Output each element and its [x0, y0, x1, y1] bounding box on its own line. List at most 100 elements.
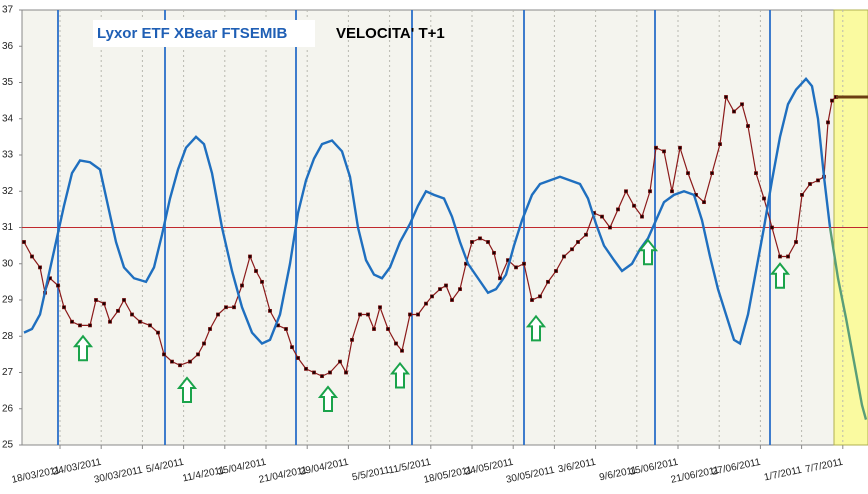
- y-tick-label: 29: [2, 295, 14, 306]
- data-point: [312, 370, 316, 375]
- data-point: [608, 225, 612, 230]
- signal-arrow: [769, 262, 791, 289]
- data-point: [178, 363, 182, 368]
- data-point: [148, 323, 152, 328]
- data-point: [640, 214, 644, 219]
- data-point: [648, 189, 652, 194]
- data-point: [170, 359, 174, 364]
- data-point: [554, 269, 558, 273]
- data-point: [470, 240, 474, 244]
- data-point: [94, 298, 98, 302]
- data-point: [400, 348, 404, 353]
- data-point: [358, 312, 362, 317]
- chart-subtitle: VELOCITA' T+1: [336, 25, 445, 42]
- data-point: [62, 305, 66, 310]
- data-point: [746, 124, 750, 128]
- data-point: [576, 240, 580, 244]
- signal-arrow: [317, 385, 339, 412]
- data-point: [56, 283, 60, 288]
- signal-arrow: [637, 238, 659, 266]
- data-point: [778, 254, 782, 259]
- series-line: [828, 227, 868, 420]
- y-tick-label: 25: [2, 440, 14, 451]
- data-point: [366, 312, 370, 317]
- data-point: [320, 374, 324, 379]
- data-point: [156, 330, 160, 335]
- data-point: [816, 178, 820, 183]
- signal-arrow: [525, 314, 547, 342]
- data-point: [444, 283, 448, 288]
- y-tick-label: 27: [2, 367, 14, 378]
- data-point: [304, 366, 308, 371]
- data-point: [232, 305, 236, 310]
- data-point: [344, 370, 348, 375]
- data-point: [378, 305, 382, 310]
- data-point: [794, 240, 798, 244]
- data-point: [78, 323, 82, 328]
- y-tick-label: 33: [2, 150, 14, 161]
- data-point: [670, 189, 674, 194]
- data-point: [416, 312, 420, 317]
- data-point: [290, 345, 294, 350]
- data-point: [424, 301, 428, 306]
- data-point: [498, 276, 502, 281]
- data-point: [616, 207, 620, 212]
- data-point: [284, 327, 288, 331]
- data-point: [754, 171, 758, 176]
- data-point: [702, 200, 706, 205]
- data-point: [438, 287, 442, 292]
- signal-arrow: [176, 376, 198, 403]
- chart-title: Lyxor ETF XBear FTSEMIB: [97, 25, 287, 42]
- data-point: [686, 171, 690, 176]
- data-point: [338, 359, 342, 364]
- front-layer: [22, 77, 868, 420]
- signal-arrow: [72, 334, 94, 362]
- data-point: [430, 294, 434, 299]
- data-point: [372, 327, 376, 331]
- data-point: [38, 265, 42, 270]
- y-tick-label: 32: [2, 186, 14, 197]
- data-point: [530, 298, 534, 302]
- data-point: [450, 298, 454, 302]
- data-point: [102, 301, 106, 306]
- data-point: [394, 341, 398, 346]
- y-tick-label: 37: [2, 5, 14, 16]
- data-point: [196, 352, 200, 357]
- data-point: [740, 102, 744, 107]
- data-point: [786, 254, 790, 259]
- data-point: [188, 359, 192, 364]
- data-point: [538, 294, 542, 299]
- data-point: [478, 236, 482, 241]
- data-point: [800, 192, 804, 197]
- data-point: [770, 225, 774, 230]
- data-point: [202, 341, 206, 346]
- data-point: [30, 254, 34, 259]
- data-point: [162, 352, 166, 357]
- data-point: [458, 287, 462, 292]
- data-point: [724, 95, 728, 99]
- data-point: [138, 319, 142, 324]
- data-point: [486, 240, 490, 244]
- y-tick-label: 34: [2, 113, 14, 124]
- y-tick-label: 31: [2, 222, 14, 233]
- data-point: [514, 265, 518, 270]
- data-point: [584, 232, 588, 237]
- data-point: [678, 145, 682, 150]
- data-point: [224, 305, 228, 310]
- data-point: [600, 214, 604, 219]
- y-tick-label: 26: [2, 403, 14, 414]
- data-point: [762, 196, 766, 201]
- data-point: [624, 189, 628, 194]
- y-tick-label: 30: [2, 258, 14, 269]
- data-point: [248, 254, 252, 259]
- signal-arrow: [389, 361, 411, 389]
- data-point: [208, 327, 212, 331]
- y-tick-label: 36: [2, 41, 14, 52]
- data-point: [88, 323, 92, 328]
- data-point: [522, 261, 526, 266]
- data-point: [408, 312, 412, 317]
- data-point: [546, 279, 550, 284]
- data-point: [116, 308, 120, 313]
- data-point: [296, 356, 300, 360]
